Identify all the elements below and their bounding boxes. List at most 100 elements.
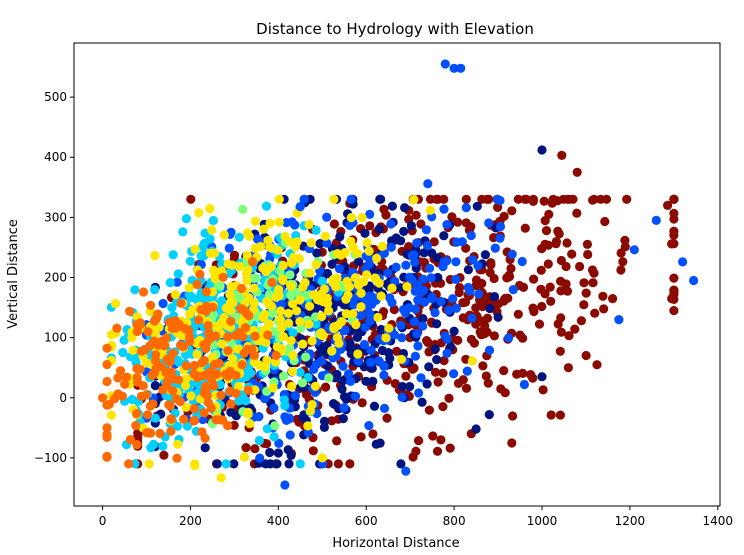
scatter-point (350, 391, 361, 401)
scatter-point (315, 239, 325, 249)
scatter-point (346, 213, 356, 223)
scatter-point (156, 362, 166, 372)
scatter-point (368, 429, 378, 439)
x-tick-label: 1400 (703, 514, 734, 528)
scatter-point (118, 347, 128, 358)
scatter-point (536, 265, 546, 275)
scatter-point (425, 194, 436, 204)
scatter-point (564, 194, 575, 204)
scatter-point (599, 304, 609, 314)
scatter-point (416, 219, 426, 229)
scatter-point (400, 203, 410, 213)
x-tick-label: 400 (267, 514, 290, 528)
scatter-point (346, 236, 356, 246)
scatter-point (537, 145, 547, 155)
scatter-point (311, 225, 321, 235)
scatter-point (614, 315, 624, 325)
scatter-point (447, 212, 457, 222)
scatter-point (259, 224, 269, 234)
scatter-point (341, 309, 351, 319)
scatter-point (364, 309, 375, 319)
scatter-point (383, 348, 394, 358)
scatter-point (246, 368, 256, 378)
scatter-point (411, 210, 421, 220)
scatter-point (305, 268, 315, 278)
scatter-point (521, 194, 531, 204)
scatter-point (354, 257, 364, 267)
scatter-point (663, 200, 673, 210)
scatter-point (502, 273, 512, 283)
scatter-point (353, 356, 363, 366)
scatter-point (456, 63, 466, 73)
scatter-point (425, 263, 435, 273)
y-axis-label: Vertical Distance (6, 219, 21, 329)
scatter-point (184, 283, 194, 293)
scatter-point (515, 330, 525, 340)
scatter-point (438, 402, 448, 412)
scatter-point (224, 243, 234, 253)
scatter-point (319, 284, 330, 294)
scatter-point (285, 430, 295, 440)
scatter-point (250, 444, 260, 454)
scatter-point (305, 406, 315, 416)
scatter-point (196, 251, 206, 261)
scatter-point (484, 345, 495, 355)
scatter-point (225, 290, 235, 300)
scatter-point (261, 201, 272, 211)
scatter-point (587, 265, 598, 275)
scatter-point (582, 239, 593, 249)
scatter-point (600, 216, 610, 227)
scatter-point (399, 226, 409, 236)
scatter-point (208, 302, 218, 312)
scatter-point (439, 231, 449, 241)
scatter-point (258, 313, 269, 323)
y-tick-label: 500 (44, 90, 67, 104)
scatter-point (214, 358, 224, 368)
scatter-point (461, 218, 471, 228)
scatter-point (232, 291, 242, 301)
scatter-point (556, 313, 566, 323)
scatter-point (219, 230, 229, 240)
scatter-point (274, 284, 284, 295)
scatter-point (451, 303, 461, 313)
scatter-point (181, 374, 191, 384)
scatter-point (150, 413, 160, 423)
scatter-point (346, 376, 356, 386)
scatter-point (439, 194, 449, 204)
scatter-point (409, 317, 420, 327)
scatter-point (428, 431, 438, 441)
scatter-point (200, 443, 210, 453)
scatter-point (493, 312, 503, 322)
scatter-point (283, 308, 293, 318)
x-tick-label: 800 (443, 514, 466, 528)
scatter-point (216, 390, 226, 400)
scatter-point (249, 273, 259, 283)
scatter-point (324, 306, 334, 316)
scatter-point (130, 285, 140, 295)
scatter-point (117, 391, 127, 401)
scatter-point (332, 332, 342, 343)
scatter-point (317, 330, 327, 340)
scatter-point (274, 217, 284, 227)
y-tick-label: 100 (44, 331, 67, 345)
scatter-point (125, 306, 135, 316)
scatter-point (448, 294, 458, 304)
scatter-point (528, 373, 538, 383)
scatter-point (667, 294, 677, 304)
scatter-point (226, 316, 236, 326)
scatter-point (386, 219, 396, 229)
scatter-point (555, 346, 565, 356)
scatter-point (234, 232, 244, 242)
scatter-point (146, 300, 156, 310)
scatter-point (186, 391, 196, 401)
scatter-point (240, 323, 251, 333)
scatter-point (312, 248, 322, 258)
scatter-point (373, 312, 383, 322)
scatter-point (249, 350, 259, 360)
scatter-point (298, 339, 308, 349)
scatter-point (299, 194, 309, 204)
scatter-point (234, 381, 244, 391)
scatter-point (102, 423, 112, 433)
scatter-point (541, 226, 552, 236)
